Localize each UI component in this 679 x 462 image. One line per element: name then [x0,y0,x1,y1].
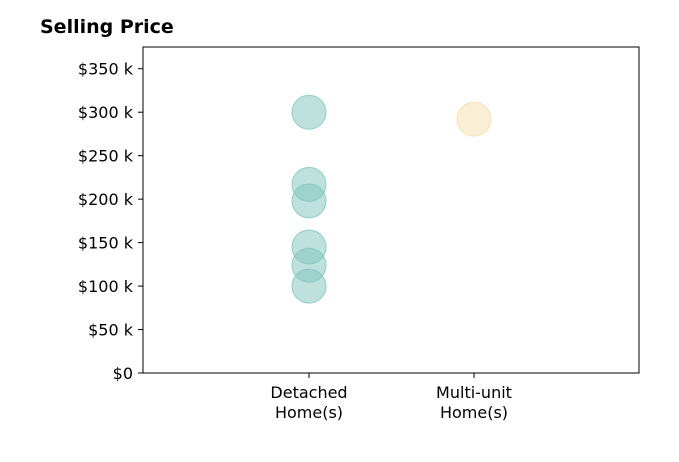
data-point [456,101,492,137]
y-tick-label: $250 k [78,147,134,166]
y-tick-label: $200 k [78,190,134,209]
x-tick-label: Home(s) [440,403,508,422]
data-point [291,268,327,304]
x-tick-label: Multi-unit [436,383,512,402]
y-tick-label: $350 k [78,60,134,79]
y-tick-label: $300 k [78,103,134,122]
data-point [291,183,327,219]
y-tick-label: $150 k [78,234,134,253]
plot-frame [142,46,640,374]
y-tick-label: $50 k [88,321,134,340]
y-tick-label: $0 [113,364,133,383]
data-point [291,94,327,130]
points-layer [291,94,492,304]
chart-title: Selling Price [40,16,174,38]
y-axis: $0 $50 k $100 k $150 k $200 k $250 k $300 k $35… [78,60,143,383]
x-tick-label: Home(s) [275,403,343,422]
x-tick-label: Detached [270,383,347,402]
y-tick-label: $100 k [78,277,134,296]
